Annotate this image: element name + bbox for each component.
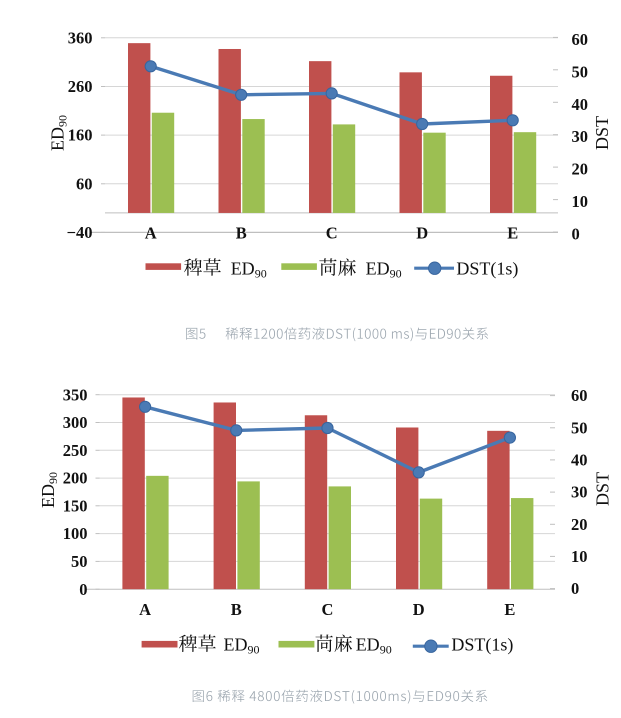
svg-text:10: 10: [572, 192, 589, 211]
svg-text:B: B: [231, 600, 242, 619]
svg-text:10: 10: [571, 547, 588, 566]
svg-text:DST: DST: [593, 472, 613, 506]
svg-text:50: 50: [571, 418, 588, 437]
svg-text:100: 100: [63, 524, 88, 543]
svg-text:DST(1s): DST(1s): [456, 258, 518, 279]
svg-text:A: A: [139, 600, 151, 619]
svg-text:0: 0: [572, 224, 580, 243]
svg-text:A: A: [145, 224, 157, 243]
svg-text:360: 360: [68, 28, 93, 47]
svg-text:50: 50: [572, 63, 589, 82]
svg-text:E: E: [504, 600, 515, 619]
svg-text:250: 250: [63, 441, 88, 460]
svg-text:C: C: [326, 224, 338, 243]
svg-text:160: 160: [68, 126, 93, 145]
svg-text:300: 300: [63, 413, 88, 432]
svg-text:20: 20: [571, 515, 588, 534]
svg-text:20: 20: [572, 160, 589, 179]
svg-text:E: E: [507, 224, 518, 243]
svg-text:50: 50: [71, 552, 88, 571]
svg-text:B: B: [236, 224, 247, 243]
svg-text:30: 30: [571, 483, 588, 502]
svg-text:DST: DST: [592, 116, 612, 150]
svg-text:60: 60: [572, 30, 589, 49]
svg-text:C: C: [322, 600, 334, 619]
svg-text:350: 350: [63, 385, 88, 404]
svg-text:260: 260: [68, 77, 93, 96]
svg-text:0: 0: [79, 580, 87, 599]
svg-text:200: 200: [63, 469, 88, 488]
svg-text:DST(1s): DST(1s): [451, 635, 513, 656]
svg-text:40: 40: [572, 95, 589, 114]
svg-text:0: 0: [571, 579, 579, 598]
svg-text:60: 60: [76, 174, 93, 193]
svg-text:D: D: [413, 600, 425, 619]
svg-text:60: 60: [571, 386, 588, 405]
svg-text:30: 30: [572, 127, 589, 146]
svg-text:150: 150: [63, 496, 88, 515]
svg-text:40: 40: [571, 451, 588, 470]
svg-text:−40: −40: [67, 223, 93, 242]
svg-text:D: D: [416, 224, 428, 243]
